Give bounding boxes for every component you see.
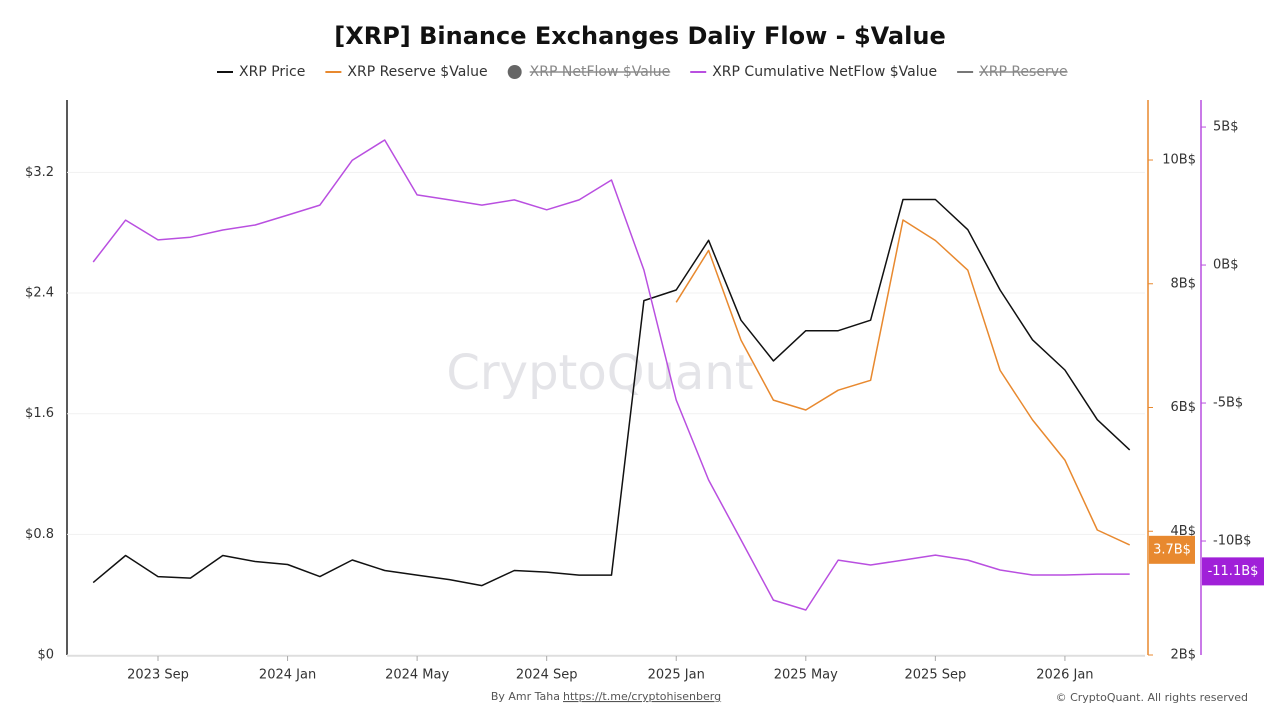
footer-author: By Amr Taha [491, 690, 560, 703]
y2-tick-label: 10B$ [1162, 153, 1196, 168]
legend-label[interactable]: XRP Reserve [979, 64, 1067, 80]
copyright: © CryptoQuant. All rights reserved [1056, 691, 1248, 704]
chart-title: [XRP] Binance Exchanges Daliy Flow - $Va… [334, 22, 945, 50]
y-tick-label: $0 [37, 648, 54, 663]
legend-label[interactable]: XRP Cumulative NetFlow $Value [712, 64, 937, 80]
x-tick-label: 2025 Jan [648, 668, 705, 683]
legend-marker [507, 65, 522, 79]
legend-label[interactable]: XRP NetFlow $Value [530, 64, 671, 80]
y2-tick-label: 6B$ [1171, 400, 1196, 415]
end-label-box [1149, 535, 1195, 564]
y2-tick-label: 8B$ [1171, 276, 1196, 291]
y-tick-label: $1.6 [25, 406, 54, 421]
y3-tick-label: 0B$ [1213, 258, 1238, 273]
end-label-box [1202, 557, 1264, 586]
y-tick-label: $0.8 [25, 527, 54, 542]
series-line [675, 219, 1131, 546]
y2-tick-label: 4B$ [1171, 524, 1196, 539]
x-tick-label: 2025 Sep [905, 668, 967, 683]
y3-tick-label: 5B$ [1213, 120, 1238, 135]
y3-tick-label: -10B$ [1213, 534, 1251, 549]
watermark: CryptoQuant [446, 345, 753, 401]
y3-tick-label: -5B$ [1213, 396, 1243, 411]
legend-label[interactable]: XRP Reserve $Value [347, 64, 487, 80]
y-tick-label: $2.4 [25, 286, 54, 301]
x-tick-label: 2024 May [385, 668, 449, 683]
x-tick-label: 2026 Jan [1036, 668, 1093, 683]
end-label: 3.7B$ [1153, 542, 1191, 557]
x-tick-label: 2024 Jan [259, 668, 316, 683]
x-tick-label: 2024 Sep [516, 668, 578, 683]
footer-link[interactable]: https://t.me/cryptohisenberg [563, 690, 721, 703]
x-tick-label: 2025 May [774, 668, 838, 683]
end-label: -11.1B$ [1208, 564, 1259, 579]
series-line [92, 139, 1130, 611]
y2-tick-label: 2B$ [1171, 648, 1196, 663]
legend-label[interactable]: XRP Price [239, 64, 305, 80]
series-line [92, 198, 1131, 587]
y-tick-label: $3.2 [25, 165, 54, 180]
x-tick-label: 2023 Sep [127, 668, 189, 683]
